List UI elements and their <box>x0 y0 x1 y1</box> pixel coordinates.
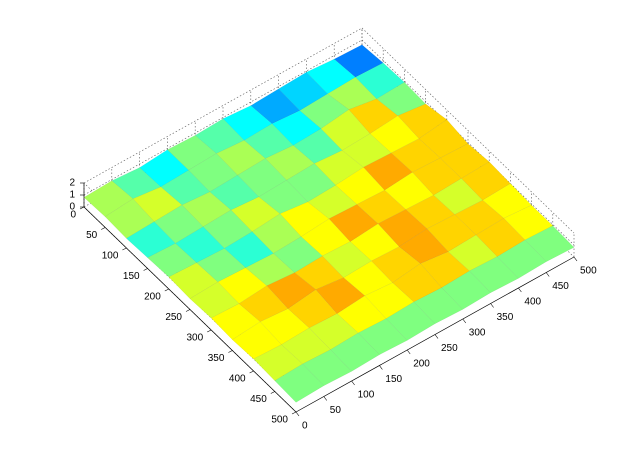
x-tick-label: 400 <box>524 297 541 308</box>
x-tick <box>323 396 328 401</box>
x-tick-label: 200 <box>413 359 430 370</box>
x-tick <box>379 365 383 370</box>
x-tick <box>462 318 467 324</box>
grid-line <box>83 27 363 184</box>
surface-cell <box>441 270 491 310</box>
y-tick-label: 50 <box>86 230 98 241</box>
y-tick <box>207 329 212 333</box>
y-tick <box>291 411 297 415</box>
x-tick-label: 300 <box>469 328 486 339</box>
surface-cell <box>274 363 325 403</box>
y-tick <box>122 247 127 251</box>
x-tick-label: 350 <box>497 312 514 323</box>
y-tick-label: 300 <box>187 333 204 344</box>
surface-cell <box>524 225 575 262</box>
x-tick <box>434 334 439 339</box>
y-tick <box>228 350 233 353</box>
x-tick <box>295 411 300 417</box>
x-tick <box>490 303 494 308</box>
y-tick-label: 250 <box>165 312 182 323</box>
y-tick-label: 100 <box>102 251 119 262</box>
y-tick-label: 200 <box>144 292 161 303</box>
z-tick-label: 1 <box>69 190 75 201</box>
y-tick-label: 350 <box>208 353 225 364</box>
x-tick <box>406 349 411 355</box>
x-tick-label: 100 <box>358 390 375 401</box>
x-tick-label: 150 <box>385 374 402 385</box>
y-tick <box>101 227 106 230</box>
y-tick <box>249 370 254 374</box>
x-tick <box>545 272 550 277</box>
y-tick <box>185 309 191 312</box>
x-tick <box>573 256 578 262</box>
y-tick <box>270 391 275 394</box>
y-tick <box>143 268 148 271</box>
y-tick-label: 400 <box>229 374 246 385</box>
x-tick <box>518 287 522 293</box>
z-tick-label: 2 <box>69 178 75 189</box>
z-tick-label: 0 <box>69 202 75 213</box>
surface-cell <box>357 318 408 355</box>
x-tick-label: 450 <box>552 281 569 292</box>
y-tick-label: 0 <box>70 210 76 221</box>
x-tick-label: 0 <box>302 421 308 432</box>
x-tick-label: 50 <box>330 405 342 416</box>
x-tick <box>351 380 355 386</box>
x-tick-label: 500 <box>580 266 597 277</box>
grid-line <box>83 39 363 196</box>
y-tick-label: 450 <box>250 394 267 405</box>
x-tick-label: 250 <box>441 343 458 354</box>
y-tick-label: 150 <box>123 271 140 282</box>
y-tick-label: 500 <box>271 415 288 426</box>
surface-cell <box>302 349 352 386</box>
y-tick <box>164 288 169 292</box>
grid-line <box>361 27 575 234</box>
y-tick <box>79 206 85 210</box>
